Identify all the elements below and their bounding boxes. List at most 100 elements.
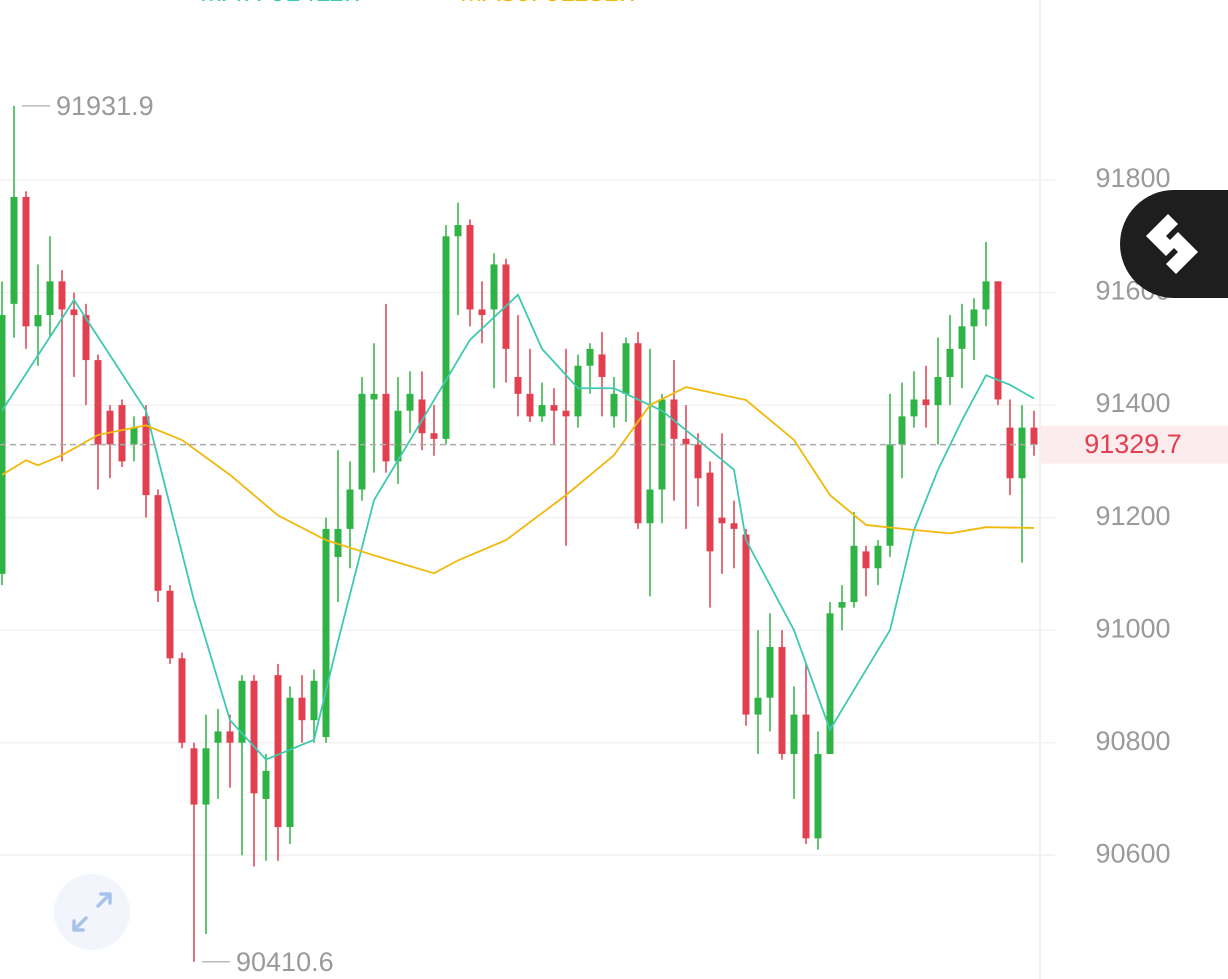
candle-body: [946, 348, 954, 377]
candle-body: [202, 748, 210, 805]
candle-body: [106, 410, 114, 445]
y-tick-label: 90600: [1095, 838, 1170, 868]
candle-body: [322, 528, 330, 738]
y-tick-label: 91800: [1095, 163, 1170, 193]
y-tick-label: 90800: [1095, 726, 1170, 756]
candle-body: [874, 545, 882, 569]
candle-body: [334, 528, 342, 558]
candle-body: [454, 225, 462, 237]
y-tick-label: 91000: [1095, 613, 1170, 643]
candle-body: [238, 680, 246, 743]
candle-body: [730, 523, 738, 529]
candle-body: [754, 697, 762, 715]
candle-body: [10, 196, 18, 304]
candle-body: [382, 393, 390, 462]
candle-body: [514, 376, 522, 394]
candle-body: [394, 410, 402, 462]
badge-logo: [1166, 232, 1198, 274]
candle-body: [310, 680, 318, 721]
candle-body: [154, 495, 162, 591]
candle-body: [82, 315, 90, 361]
candle-body: [58, 281, 66, 310]
candle-body: [178, 658, 186, 743]
candle-body: [298, 697, 306, 721]
candle-body: [466, 225, 474, 310]
candle-body: [826, 613, 834, 754]
expand-button[interactable]: [54, 874, 130, 950]
expand-icon: [72, 892, 112, 932]
candle-body: [646, 489, 654, 524]
candle-body: [70, 309, 78, 316]
candle-body: [562, 410, 570, 417]
candle-body: [538, 405, 546, 417]
y-tick-label: 91200: [1095, 501, 1170, 531]
candle-body: [862, 551, 870, 569]
candle-body: [430, 433, 438, 439]
candle-body: [478, 309, 486, 316]
candle-body: [694, 444, 702, 479]
candle-body: [142, 416, 150, 496]
max-label: 91931.9: [56, 91, 154, 121]
candle-body: [766, 647, 774, 698]
candle-body: [358, 393, 366, 490]
candle-body: [550, 405, 558, 411]
candle-body: [190, 748, 198, 805]
candle-body: [790, 714, 798, 754]
candle-body: [742, 534, 750, 715]
candle-body: [442, 236, 450, 439]
candle-body: [370, 393, 378, 400]
candle-body: [250, 680, 258, 794]
candle-body: [910, 399, 918, 417]
candle-body: [934, 376, 942, 406]
candle-body: [226, 731, 234, 743]
candle-body: [838, 602, 846, 608]
candle-body: [406, 393, 414, 411]
candle-body: [706, 472, 714, 552]
candle-body: [1018, 427, 1026, 479]
last-price-label: 91329.7: [1084, 429, 1182, 459]
candle-body: [586, 348, 594, 366]
badge-logo: [1146, 214, 1178, 256]
candle-body: [994, 281, 1002, 400]
min-label: 90410.6: [236, 947, 334, 977]
candle-body: [166, 590, 174, 659]
candles: [0, 105, 1038, 962]
ma-line: [1, 386, 1035, 575]
candle-body: [718, 517, 726, 524]
candle-body: [670, 399, 678, 439]
expand-bg[interactable]: [54, 874, 130, 950]
candle-body: [970, 309, 978, 327]
brand-badge[interactable]: [1120, 190, 1228, 298]
candle-body: [46, 281, 54, 316]
candle-body: [814, 753, 822, 839]
last-price-tag: [1040, 425, 1228, 464]
legend-entry: MA7: 91411.7: [200, 0, 366, 7]
candle-body: [1006, 427, 1014, 479]
candle-body: [490, 264, 498, 310]
candle-body: [898, 416, 906, 445]
candle-body: [958, 326, 966, 349]
grid: [0, 179, 1055, 856]
candle-body: [610, 393, 618, 417]
candle-body: [286, 697, 294, 828]
candle-body: [886, 444, 894, 546]
candle-body: [850, 545, 858, 603]
candle-body: [778, 647, 786, 754]
candle-body: [982, 281, 990, 310]
candle-body: [418, 399, 426, 434]
candle-body: [262, 770, 270, 799]
candle-body: [1030, 427, 1038, 445]
candle-body: [118, 405, 126, 462]
candle-body: [802, 714, 810, 839]
candle-body: [22, 196, 30, 327]
candle-body: [598, 354, 606, 377]
candle-body: [214, 731, 222, 743]
candle-body: [274, 675, 282, 828]
candle-body: [634, 343, 642, 524]
candle-body: [130, 427, 138, 445]
ma-line: [1, 293, 1035, 761]
candle-body: [94, 360, 102, 445]
candle-body: [682, 438, 690, 445]
